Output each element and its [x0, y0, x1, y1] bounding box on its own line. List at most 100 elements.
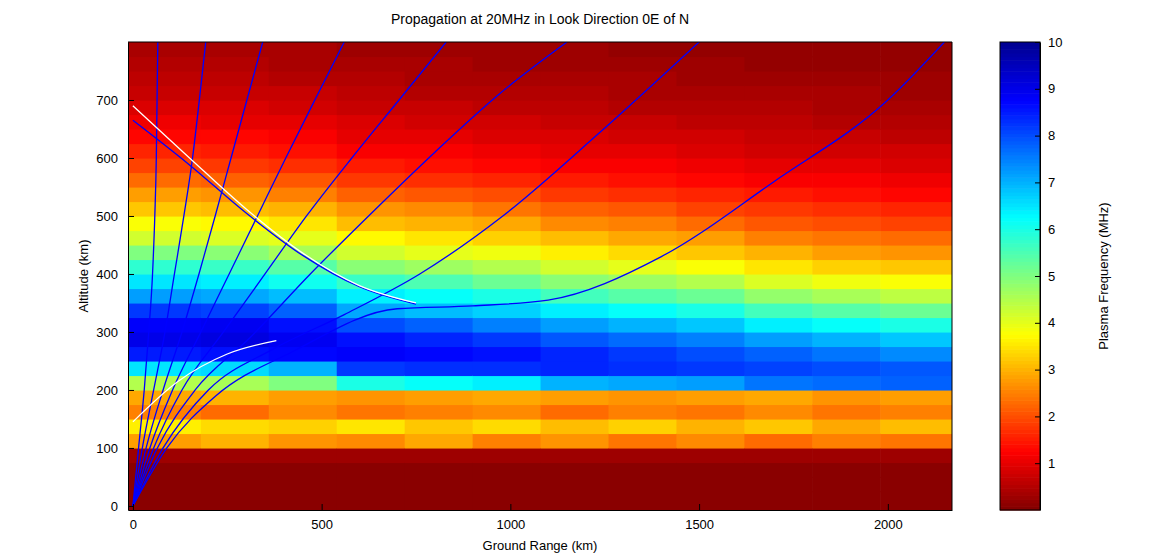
cell [201, 462, 270, 477]
cell [676, 114, 745, 129]
cell [337, 448, 406, 463]
colorbar-swatch [1000, 309, 1040, 313]
cell [744, 129, 813, 144]
tick-label: 1 [1048, 456, 1055, 471]
tick-label: 2 [1048, 409, 1055, 424]
cell [744, 201, 813, 216]
cell [541, 274, 610, 289]
colorbar-swatch [1000, 188, 1040, 192]
colorbar-swatch [1000, 60, 1040, 64]
colorbar-swatch [1000, 42, 1040, 46]
cell [128, 100, 201, 115]
cell [609, 143, 678, 158]
colorbar-swatch [1000, 82, 1040, 86]
cell [676, 390, 745, 405]
cell [880, 187, 952, 202]
colorbar-swatch [1000, 166, 1040, 170]
cell [337, 216, 406, 231]
cell [405, 375, 474, 390]
tick-label: 10 [1048, 35, 1062, 50]
cell [880, 56, 952, 71]
cell [337, 187, 406, 202]
cell [405, 332, 474, 347]
cell [609, 274, 678, 289]
colorbar-swatch [1000, 433, 1040, 437]
cell [676, 317, 745, 332]
colorbar-swatch [1000, 473, 1040, 477]
axis-line [1040, 43, 1041, 511]
cell [128, 259, 201, 274]
cell [201, 114, 270, 129]
cell [880, 201, 952, 216]
cell [128, 419, 201, 434]
colorbar-swatch [1000, 119, 1040, 123]
tick: 200 [96, 383, 134, 398]
y-axis: 0100200300400500600700 [96, 43, 134, 514]
cell [609, 491, 678, 510]
cell [128, 114, 201, 129]
tick: 10 [1035, 35, 1062, 50]
cell [337, 85, 406, 100]
cell [337, 259, 406, 274]
cell [541, 259, 610, 274]
colorbar-swatch [1000, 97, 1040, 101]
cell [201, 433, 270, 448]
colorbar-swatch [1000, 488, 1040, 492]
tick: 6 [1035, 222, 1055, 237]
cell [812, 375, 881, 390]
cell [405, 100, 474, 115]
tick-mark [128, 390, 134, 391]
tick-label: 6 [1048, 222, 1055, 237]
cell [880, 317, 952, 332]
colorbar-swatch [1000, 53, 1040, 57]
cell [473, 71, 542, 86]
cell [473, 390, 542, 405]
colorbar-swatch [1000, 254, 1040, 258]
cell [337, 375, 406, 390]
cell [405, 230, 474, 245]
cell [744, 448, 813, 463]
cell [269, 201, 338, 216]
cell [676, 404, 745, 419]
cell [609, 71, 678, 86]
colorbar-swatch [1000, 437, 1040, 441]
cell [609, 245, 678, 260]
colorbar-swatch [1000, 378, 1040, 382]
cell [269, 172, 338, 187]
cell [812, 245, 881, 260]
cell [744, 245, 813, 260]
colorbar-swatch [1000, 430, 1040, 434]
cell [541, 390, 610, 405]
tick-mark [128, 100, 134, 101]
tick: 2 [1035, 409, 1055, 424]
colorbar-swatch [1000, 481, 1040, 485]
colorbar-swatch [1000, 404, 1040, 408]
cell [201, 375, 270, 390]
colorbar-swatch [1000, 90, 1040, 94]
tick-label: 9 [1048, 81, 1055, 96]
tick: 700 [96, 93, 134, 108]
cell [405, 201, 474, 216]
cell [405, 303, 474, 318]
colorbar-swatch [1000, 101, 1040, 105]
cell [405, 462, 474, 477]
tick-label: 100 [96, 441, 118, 456]
cell [269, 259, 338, 274]
colorbar-swatch [1000, 258, 1040, 262]
cell [812, 100, 881, 115]
cell [880, 143, 952, 158]
tick: 1 [1035, 456, 1055, 471]
cell [812, 462, 881, 477]
x-axis: 0500100015002000 [129, 504, 953, 532]
cell [609, 361, 678, 376]
cell [880, 346, 952, 361]
cell [744, 433, 813, 448]
colorbar-swatch [1000, 331, 1040, 335]
colorbar-swatch [1000, 49, 1040, 53]
cell [812, 274, 881, 289]
cell [473, 158, 542, 173]
cell [541, 361, 610, 376]
cell [337, 404, 406, 419]
colorbar-swatch [1000, 272, 1040, 276]
colorbar-swatch [1000, 448, 1040, 452]
